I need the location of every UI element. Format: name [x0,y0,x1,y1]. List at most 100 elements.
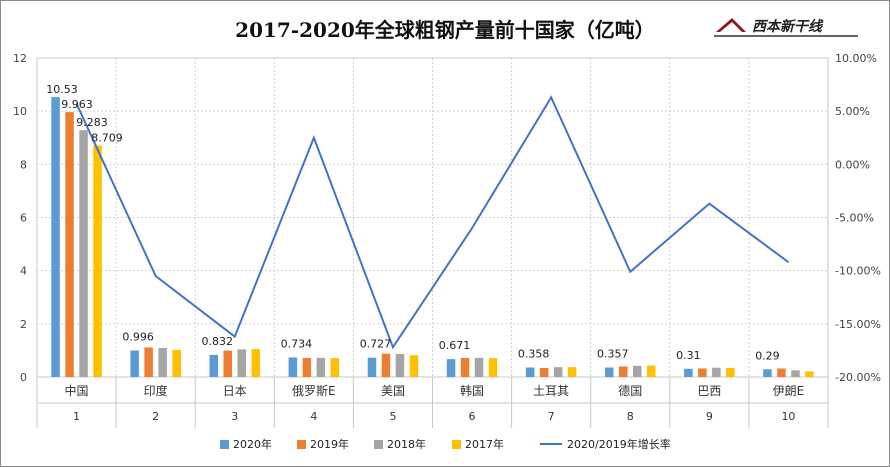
y2-tick-label: -20.00% [835,371,881,384]
data-label: 0.357 [597,348,629,361]
category-rank: 1 [73,410,80,423]
y-tick-label: 12 [13,52,27,65]
bar-2019-2 [144,347,153,377]
category-rank: 2 [152,410,159,423]
bar-2020-1 [51,97,60,377]
y2-tick-label: -5.00% [835,212,874,225]
bar-2020-9 [684,368,693,377]
category-label: 德国 [618,383,642,398]
axes: 024681012-20.00%-15.00%-10.00%-5.00%0.00… [13,52,881,428]
y2-tick-label: -10.00% [835,265,881,278]
data-label: 0.31 [676,349,701,362]
bar-2017-1 [93,145,102,377]
category-rank: 6 [469,410,476,423]
bar-2019-5 [381,353,391,377]
y-tick-label: 10 [13,105,27,118]
bar-2019-9 [698,368,707,377]
legend-swatch [374,440,383,449]
y2-tick-label: 10.00% [835,52,877,65]
data-label: 8.709 [91,131,123,144]
bar-2017-7 [567,367,577,377]
bar-2018-1 [79,130,88,377]
legend-label: 2020/2019年增长率 [567,437,671,451]
bar-2019-1 [65,112,74,377]
bar-2020-10 [763,369,772,377]
bar-2018-4 [316,357,326,377]
bar-2019-6 [460,358,470,377]
legend-label: 2017年 [465,437,504,451]
y-tick-label: 2 [20,318,27,331]
data-labels: 10.53 9.963 9.283 8.709 0.996 0.832 0.734 0.727… [46,83,779,362]
bar-2020-5 [367,357,377,377]
category-rank: 4 [310,410,317,423]
category-label: 伊朗E [773,384,805,398]
bar-2018-10 [791,370,800,377]
bar-2018-2 [158,348,167,377]
category-label: 俄罗斯E [292,384,336,398]
data-label: 0.358 [518,347,550,360]
legend-swatch [452,440,461,449]
category-rank: 9 [706,410,713,423]
bar-2019-10 [777,368,786,377]
bar-2018-8 [633,365,642,377]
legend: 2020年 2019年 2018年 2017年 2020/2019年增长率 [220,437,671,451]
bar-2018-9 [712,367,721,377]
bar-2020-4 [288,357,298,377]
bar-2020-6 [446,359,456,377]
y2-tick-label: 0.00% [835,158,870,171]
y2-tick-label: 5.00% [835,105,870,118]
bar-2019-3 [223,350,232,377]
bar-2019-4 [302,357,312,377]
data-label: 0.671 [439,339,471,352]
legend-label: 2020年 [233,437,272,451]
category-rank: 8 [627,410,634,423]
category-rank: 10 [781,410,795,423]
data-label: 0.734 [281,337,313,350]
logo: 西本新干线 [714,18,858,37]
logo-text: 西本新干线 [752,18,824,35]
bar-2020-7 [525,367,535,377]
bar-2019-7 [539,368,549,377]
chart-title: 2017-2020年全球粗钢产量前十国家（亿吨） [235,18,655,42]
legend-swatch [220,440,229,449]
growth-line [75,95,790,350]
category-label: 韩国 [460,383,484,398]
bars [51,97,814,377]
y2-tick-label: -15.00% [835,318,881,331]
y-tick-label: 6 [20,212,27,225]
data-label: 0.832 [202,335,234,348]
legend-label: 2019年 [310,437,349,451]
bar-2018-3 [237,349,246,377]
bar-2017-4 [330,358,340,377]
data-label: 0.727 [360,338,392,351]
category-label: 日本 [223,384,247,398]
category-rank: 3 [231,410,238,423]
category-rank: 7 [548,410,555,423]
data-label: 9.283 [76,116,108,129]
category-rank: 5 [389,410,396,423]
bar-2018-5 [395,353,405,377]
data-label: 10.53 [46,83,78,96]
category-label: 印度 [144,383,168,398]
grid [36,57,829,378]
bar-2017-8 [647,365,656,377]
bar-2017-3 [251,349,260,377]
growth-rate-line [75,95,790,350]
bar-2017-5 [409,355,419,377]
category-label: 中国 [65,383,89,398]
legend-label: 2018年 [387,437,426,451]
category-label: 巴西 [697,384,721,398]
data-label: 9.963 [61,98,93,111]
category-label: 美国 [381,384,405,398]
y-tick-label: 8 [20,158,27,171]
bar-2020-8 [605,367,614,377]
data-label: 0.996 [122,331,153,344]
bar-2017-2 [172,349,181,377]
bar-2018-6 [474,357,484,377]
bar-2017-6 [488,358,498,377]
data-label: 0.29 [755,349,780,362]
category-label: 土耳其 [533,384,569,398]
bar-2019-8 [619,366,628,377]
